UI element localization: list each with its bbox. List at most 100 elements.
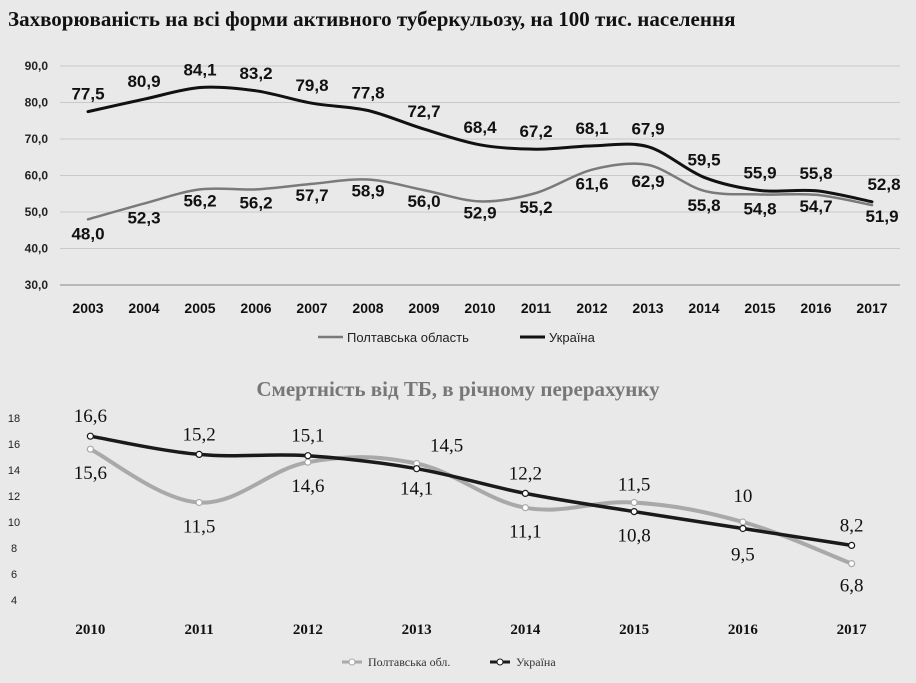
data-label: 14,1 <box>400 479 433 500</box>
legend-marker-ukraine <box>496 658 504 666</box>
data-label: 77,8 <box>351 84 384 103</box>
legend-label-poltava: Полтавська область <box>347 330 469 345</box>
x-tick-label: 2014 <box>510 622 541 638</box>
data-label: 14,6 <box>291 476 324 497</box>
data-point <box>521 489 529 497</box>
y-tick-label: 30,0 <box>25 278 49 292</box>
data-label: 16,6 <box>74 406 107 427</box>
x-tick-label: 2012 <box>576 300 607 316</box>
data-label: 11,5 <box>183 517 216 538</box>
legend-marker-poltava <box>348 658 356 666</box>
x-tick-label: 2017 <box>856 300 887 316</box>
x-tick-label: 2015 <box>744 300 775 316</box>
data-label: 59,5 <box>687 150 720 169</box>
data-label: 68,4 <box>463 118 497 137</box>
ukraine-mortality-line <box>88 434 854 548</box>
data-label: 55,2 <box>519 198 552 217</box>
data-label: 8,2 <box>840 515 864 536</box>
ukraine-incidence-line <box>86 85 874 204</box>
x-tick-label: 2010 <box>75 622 105 638</box>
data-label: 67,9 <box>631 120 664 139</box>
data-point <box>848 559 856 568</box>
data-point <box>86 432 94 440</box>
poltava-incidence-line <box>86 162 874 221</box>
data-label: 12,2 <box>509 463 542 484</box>
data-point <box>739 518 747 526</box>
y-tick-label: 4 <box>11 595 17 607</box>
data-label: 14,5 <box>430 436 463 457</box>
data-label: 10,8 <box>618 526 651 547</box>
data-label: 77,5 <box>71 85 104 104</box>
x-tick-label: 2015 <box>619 622 649 638</box>
x-tick-label: 2016 <box>728 622 759 638</box>
data-label: 6,8 <box>840 576 864 597</box>
data-label: 56,0 <box>407 192 440 211</box>
data-label: 9,5 <box>731 545 755 566</box>
legend-label-poltava: Полтавська обл. <box>368 655 450 669</box>
x-tick-label: 2007 <box>296 300 327 316</box>
data-point <box>304 452 312 460</box>
y-tick-label: 6 <box>11 569 17 581</box>
data-point <box>521 504 529 512</box>
data-label: 55,8 <box>687 196 720 215</box>
y-tick-label: 8 <box>11 543 17 555</box>
data-label: 84,1 <box>183 61 216 80</box>
legend-label-ukraine: Україна <box>549 330 596 345</box>
data-label: 55,8 <box>799 164 832 183</box>
y-tick-label: 80,0 <box>25 96 49 110</box>
data-point <box>304 458 312 466</box>
data-label: 15,6 <box>74 463 107 484</box>
x-tick-label: 2012 <box>293 622 323 638</box>
data-label: 79,8 <box>295 76 328 95</box>
y-tick-label: 14 <box>8 465 20 477</box>
data-label: 54,8 <box>743 199 776 218</box>
data-label: 62,9 <box>631 172 664 191</box>
y-tick-label: 18 <box>8 413 20 425</box>
data-label: 52,3 <box>127 209 160 228</box>
data-point <box>413 465 421 473</box>
data-label: 55,9 <box>743 163 776 182</box>
x-tick-label: 2010 <box>464 300 495 316</box>
x-tick-label: 2009 <box>408 300 439 316</box>
y-tick-label: 70,0 <box>25 132 49 146</box>
data-label: 61,6 <box>575 175 608 194</box>
data-label: 11,5 <box>618 475 651 496</box>
data-point <box>86 445 94 453</box>
mortality-chart-title: Смертність від ТБ, в річному перерахунку <box>256 377 660 401</box>
x-tick-label: 2017 <box>837 622 868 638</box>
x-tick-label: 2008 <box>352 300 383 316</box>
x-tick-label: 2004 <box>128 300 159 316</box>
data-point <box>195 450 203 458</box>
mortality-chart: Смертність від ТБ, в річному перерахунку… <box>8 377 867 669</box>
incidence-chart-title: Захворюваність на всі форми активного ту… <box>8 7 735 31</box>
x-tick-label: 2005 <box>184 300 215 316</box>
data-point <box>739 524 747 533</box>
data-label: 68,1 <box>575 119 608 138</box>
data-point <box>848 541 856 550</box>
data-label: 54,7 <box>799 197 832 216</box>
data-label: 11,1 <box>509 522 542 543</box>
x-tick-label: 2013 <box>402 622 432 638</box>
x-tick-label: 2011 <box>185 622 214 638</box>
x-tick-label: 2013 <box>632 300 663 316</box>
y-tick-label: 90,0 <box>25 59 49 73</box>
data-label: 72,7 <box>407 102 440 121</box>
incidence-chart: Захворюваність на всі форми активного ту… <box>8 7 901 345</box>
y-tick-label: 50,0 <box>25 205 49 219</box>
x-tick-label: 2011 <box>521 300 552 316</box>
legend-label-ukraine: Україна <box>516 655 556 669</box>
data-label: 52,8 <box>867 175 900 194</box>
data-label: 10 <box>733 486 752 507</box>
x-tick-label: 2016 <box>800 300 831 316</box>
y-tick-label: 16 <box>8 439 20 451</box>
data-label: 15,2 <box>183 424 216 445</box>
poltava-mortality-line <box>88 447 854 566</box>
data-point <box>630 508 638 516</box>
x-tick-label: 2014 <box>688 300 719 316</box>
data-label: 67,2 <box>519 122 552 141</box>
data-label: 83,2 <box>239 64 272 83</box>
y-tick-label: 60,0 <box>25 169 49 183</box>
x-tick-label: 2006 <box>240 300 271 316</box>
data-label: 58,9 <box>351 182 384 201</box>
